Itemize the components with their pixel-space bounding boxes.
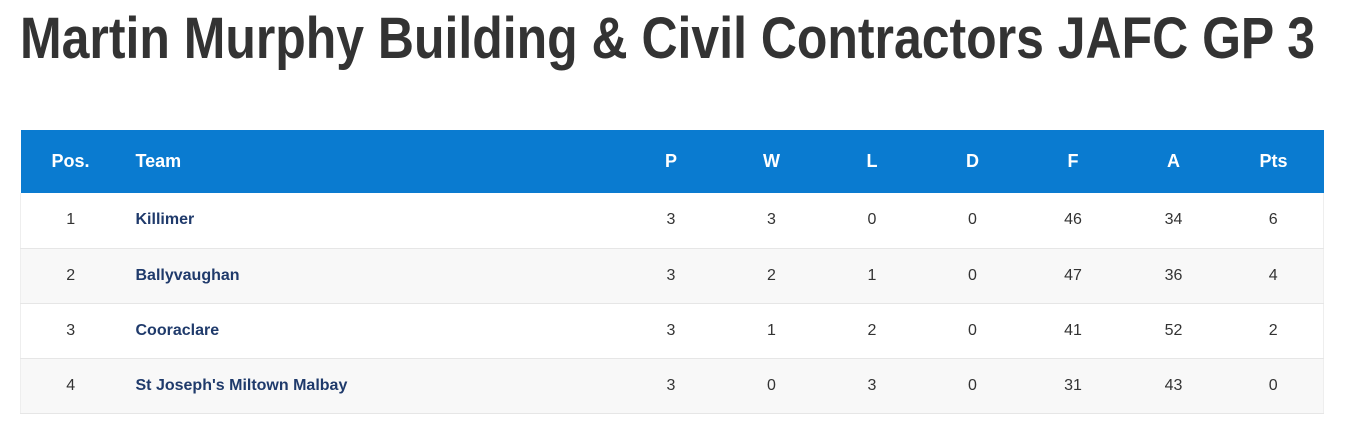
table-header: Pos. Team P W L D F A Pts [20, 130, 1324, 193]
table-cell: 3 [666, 266, 676, 284]
table-cell: 52 [1164, 321, 1183, 339]
column-header: Pos. [51, 151, 90, 171]
table-cell: 2 [867, 321, 877, 339]
table-cell: 2 [1268, 321, 1278, 339]
column-header: D [966, 151, 979, 171]
table-cell: 41 [1064, 321, 1082, 339]
title-area: Martin Murphy Building & Civil Contracto… [20, 6, 1315, 71]
table-cell: 0 [1268, 376, 1278, 394]
table-cell: 0 [968, 211, 977, 229]
table-cell: 4 [1268, 266, 1278, 284]
team-name: Killimer [135, 211, 195, 229]
column-header: P [664, 151, 677, 171]
table-cell: 6 [1268, 211, 1278, 229]
table-row: 2 Ballyvaughan 3 2 1 0 47 36 4 [20, 248, 1324, 303]
team-name: Cooraclare [135, 321, 220, 339]
table-cell: 0 [968, 266, 977, 284]
table-cell: 0 [767, 376, 776, 394]
table-cell: 3 [66, 321, 76, 339]
table-row: 1 Killimer 3 3 0 0 46 34 6 [20, 193, 1324, 248]
table-cell: 34 [1164, 211, 1183, 229]
table-cell: 1 [66, 211, 76, 229]
column-header: F [1067, 151, 1079, 171]
column-header: Pts [1259, 151, 1288, 171]
standings-table: Pos. Team P W L D F A Pts 1 Killimer 3 3 0 0 46 34 6 2 Bal… [20, 130, 1324, 414]
column-header: A [1167, 151, 1180, 171]
team-name: St Joseph's Miltown Malbay [135, 376, 348, 394]
table-cell: 0 [867, 211, 877, 229]
table-cell: 3 [767, 211, 776, 229]
table-cell: 3 [666, 321, 676, 339]
table-cell: 1 [867, 266, 877, 284]
table-cell: 3 [867, 376, 877, 394]
table-cell: 0 [968, 321, 977, 339]
table-cell: 36 [1164, 266, 1183, 284]
table-cell: 47 [1064, 266, 1082, 284]
table-cell: 2 [66, 266, 76, 284]
team-name: Ballyvaughan [135, 266, 240, 284]
table-cell: 3 [666, 211, 676, 229]
column-header: W [763, 151, 780, 171]
column-header: Team [135, 151, 182, 171]
table-cell: 4 [66, 376, 76, 394]
table-row: 4 St Joseph's Miltown Malbay 3 0 3 0 31 43 0 [20, 358, 1324, 413]
table-cell: 43 [1164, 376, 1183, 394]
column-header: L [866, 151, 878, 171]
table-body: 1 Killimer 3 3 0 0 46 34 6 2 Ballyvaughan 3 2 1 0 47 36 4… [20, 193, 1324, 413]
page-title: Martin Murphy Building & Civil Contracto… [20, 6, 1315, 71]
table-cell: 46 [1064, 211, 1082, 229]
table-cell: 0 [968, 376, 977, 394]
table-row: 3 Cooraclare 3 1 2 0 41 52 2 [20, 303, 1324, 358]
header-row: Pos. Team P W L D F A Pts [20, 130, 1324, 193]
table-cell: 31 [1064, 376, 1082, 394]
table-cell: 3 [666, 376, 676, 394]
table-cell: 1 [767, 321, 776, 339]
table-cell: 2 [767, 266, 776, 284]
